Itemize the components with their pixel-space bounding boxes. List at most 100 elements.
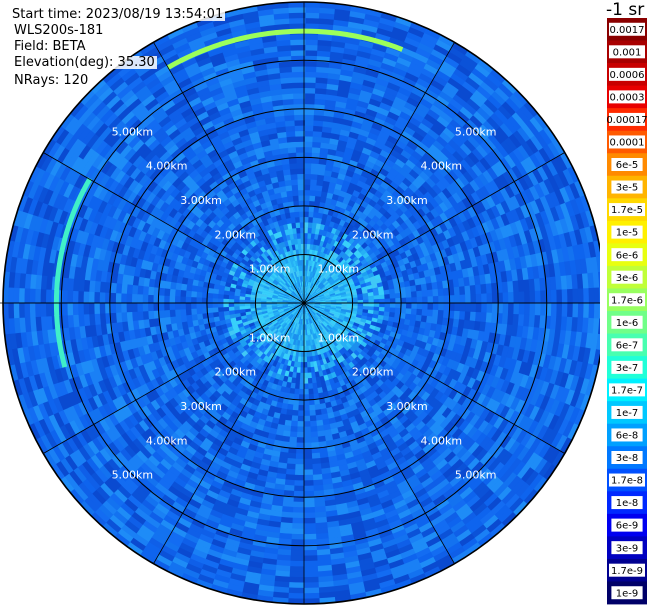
- radar-cell: [415, 284, 422, 292]
- radar-cell: [459, 259, 468, 271]
- radar-cell: [303, 421, 311, 427]
- radar-cell: [308, 296, 314, 301]
- radar-cell: [333, 188, 342, 196]
- radar-cell: [319, 257, 325, 264]
- radar-cell: [384, 293, 391, 300]
- radar-cell: [373, 303, 380, 308]
- radar-cell: [329, 263, 335, 270]
- radar-cell: [525, 120, 540, 137]
- radar-cell: [593, 287, 600, 305]
- radar-cell: [325, 197, 333, 205]
- radar-cell: [302, 512, 316, 519]
- radar-cell: [503, 236, 513, 250]
- radar-cell: [306, 249, 310, 255]
- radar-cell: [415, 174, 427, 186]
- radar-cell: [323, 259, 329, 266]
- radar-cell: [451, 235, 461, 246]
- radar-cell: [457, 277, 465, 288]
- radar-cell: [304, 39, 320, 46]
- radar-cell: [361, 289, 369, 295]
- radar-cell: [461, 268, 469, 279]
- radar-cell: [362, 296, 369, 301]
- radar-cell: [524, 156, 538, 173]
- radar-cell: [528, 278, 536, 293]
- radar-cell: [315, 287, 321, 293]
- radar-cell: [309, 415, 317, 422]
- radar-cell: [529, 214, 540, 230]
- radar-cell: [450, 72, 467, 87]
- radar-cell: [330, 46, 346, 54]
- radar-cell: [549, 191, 561, 208]
- radar-cell: [352, 115, 365, 125]
- radar-cell: [344, 228, 352, 236]
- radar-cell: [491, 292, 498, 305]
- radar-cell: [585, 257, 594, 275]
- radar-cell: [409, 21, 428, 34]
- radar-cell: [356, 50, 373, 60]
- radar-cell: [286, 592, 304, 599]
- radar-cell: [329, 291, 336, 295]
- radar-cell: [351, 294, 358, 299]
- radar-cell: [433, 234, 443, 245]
- radar-cell: [330, 280, 336, 286]
- radar-cell: [574, 259, 583, 276]
- radar-cell: [503, 119, 519, 135]
- radar-cell: [488, 241, 497, 254]
- radar-cell: [432, 99, 448, 113]
- radar-cell: [318, 293, 324, 297]
- radar-cell: [385, 274, 393, 282]
- radar-cell: [420, 232, 430, 243]
- radar-cell: [303, 474, 314, 481]
- radar-cell: [549, 221, 560, 238]
- radar-cell: [363, 303, 369, 307]
- radar-cell: [298, 394, 304, 401]
- radar-cell: [316, 289, 322, 294]
- radar-cell: [406, 31, 424, 44]
- radar-cell: [332, 266, 339, 273]
- radar-cell: [315, 77, 329, 84]
- radar-cell: [312, 284, 316, 290]
- radar-cell: [360, 258, 368, 266]
- radar-cell: [304, 211, 310, 218]
- radar-cell: [302, 582, 319, 589]
- radar-cell: [495, 215, 506, 229]
- radar-cell: [466, 98, 482, 113]
- radar-cell: [110, 311, 117, 324]
- radar-cell: [424, 276, 432, 285]
- radar-cell: [305, 292, 309, 299]
- radar-cell: [311, 227, 317, 235]
- radar-cell: [304, 254, 307, 261]
- radar-cell: [548, 263, 556, 279]
- radar-cell: [470, 226, 481, 239]
- radar-cell: [396, 115, 410, 127]
- radar-cell: [422, 166, 435, 179]
- radar-cell: [395, 91, 411, 103]
- radar-cell: [212, 307, 219, 313]
- radar-cell: [433, 74, 449, 88]
- radar-cell: [325, 159, 335, 167]
- radar-cell: [468, 72, 485, 87]
- radar-cell: [302, 533, 317, 540]
- radar-cell: [507, 303, 514, 316]
- radar-cell: [310, 289, 315, 295]
- radar-cell: [352, 149, 363, 158]
- radar-cell: [475, 284, 482, 295]
- radar-cell: [475, 293, 482, 304]
- radar-cell: [400, 149, 413, 161]
- radar-cell: [467, 151, 481, 166]
- radar-cell: [452, 224, 462, 237]
- radar-cell: [304, 130, 314, 137]
- radar-cell: [580, 258, 588, 276]
- radar-cell: [335, 235, 343, 243]
- radar-cell: [406, 268, 414, 276]
- radar-cell: [325, 248, 332, 256]
- radar-cell: [390, 71, 406, 83]
- radar-cell: [325, 242, 331, 250]
- radar-cell: [455, 131, 469, 145]
- radar-cell: [418, 270, 426, 280]
- radar-cell: [327, 288, 334, 293]
- radar-cell: [587, 272, 595, 290]
- radar-cell: [307, 294, 312, 300]
- radar-cell: [408, 169, 420, 180]
- radar-cell: [394, 307, 401, 314]
